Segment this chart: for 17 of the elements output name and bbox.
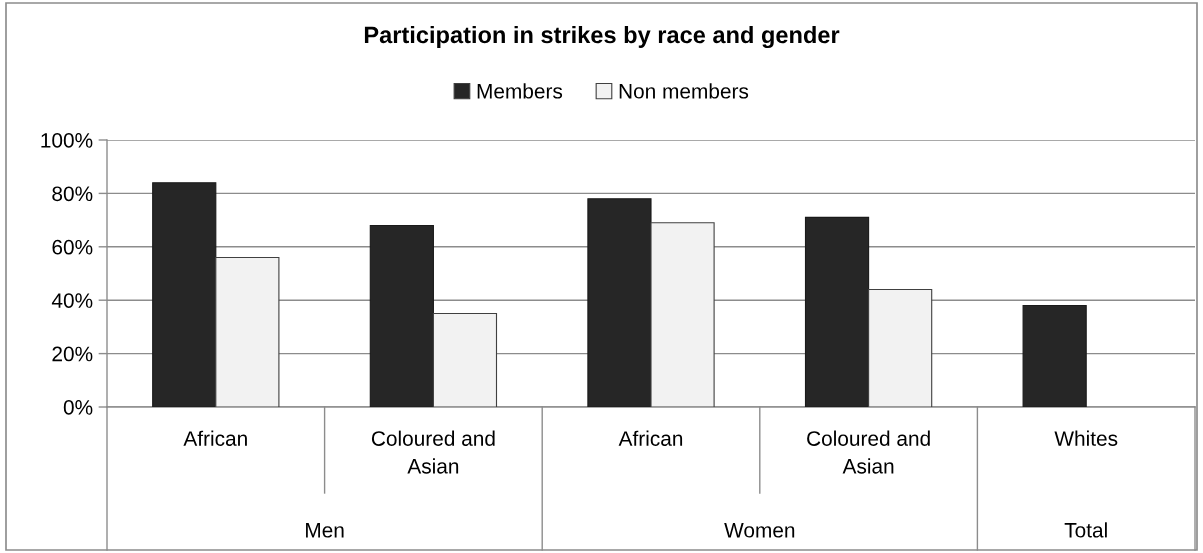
y-tick-label: 100% (41, 133, 93, 148)
x-tick-label: Coloured and Asian (371, 430, 495, 474)
y-tick-label: 80% (52, 186, 93, 202)
y-tick-label: 20% (52, 346, 93, 362)
x-tick-label: African (183, 430, 247, 446)
legend-label: Non members (619, 83, 749, 99)
x-tick-label: Coloured and Asian (807, 430, 930, 474)
y-tick-label: 40% (51, 293, 93, 308)
y-tick-label: 0% (63, 400, 93, 415)
legend-label: Members (477, 83, 563, 99)
y-tick-label: 60% (52, 239, 93, 255)
x-tick-label: African (618, 430, 683, 446)
chart-title: Participation in strikes by race and gender (364, 25, 840, 49)
text: Men (306, 523, 344, 538)
x-tick-label: Whites (1054, 430, 1118, 446)
text: Total (1064, 522, 1107, 538)
text: Women (724, 523, 795, 538)
